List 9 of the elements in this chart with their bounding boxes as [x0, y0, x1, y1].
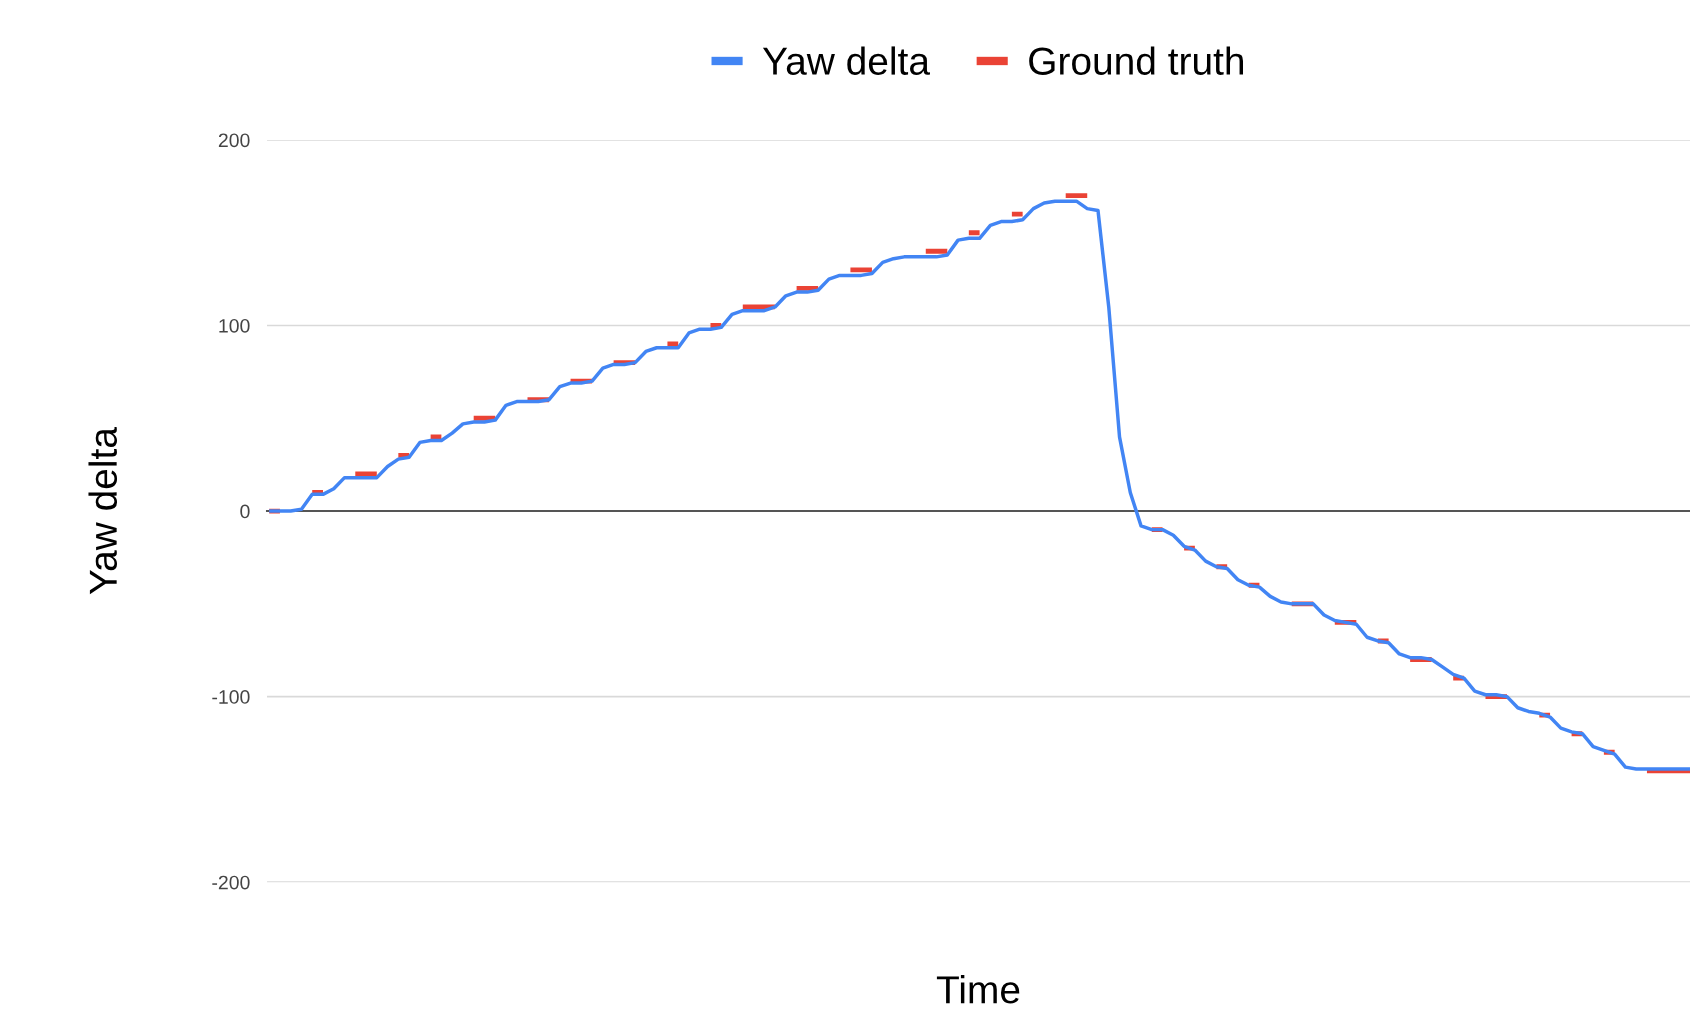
legend-label: Yaw delta: [762, 46, 930, 75]
y-tick-label: -200: [212, 875, 250, 890]
y-tick-label: -100: [212, 690, 250, 704]
y-axis-title: Yaw delta: [88, 427, 118, 595]
y-tick-label: 200: [218, 133, 250, 148]
legend-label: Ground truth: [1029, 46, 1244, 75]
y-tick-label: 0: [240, 504, 250, 519]
y-tick-label: 100: [219, 318, 250, 333]
x-axis-title: Time: [936, 974, 1020, 1004]
